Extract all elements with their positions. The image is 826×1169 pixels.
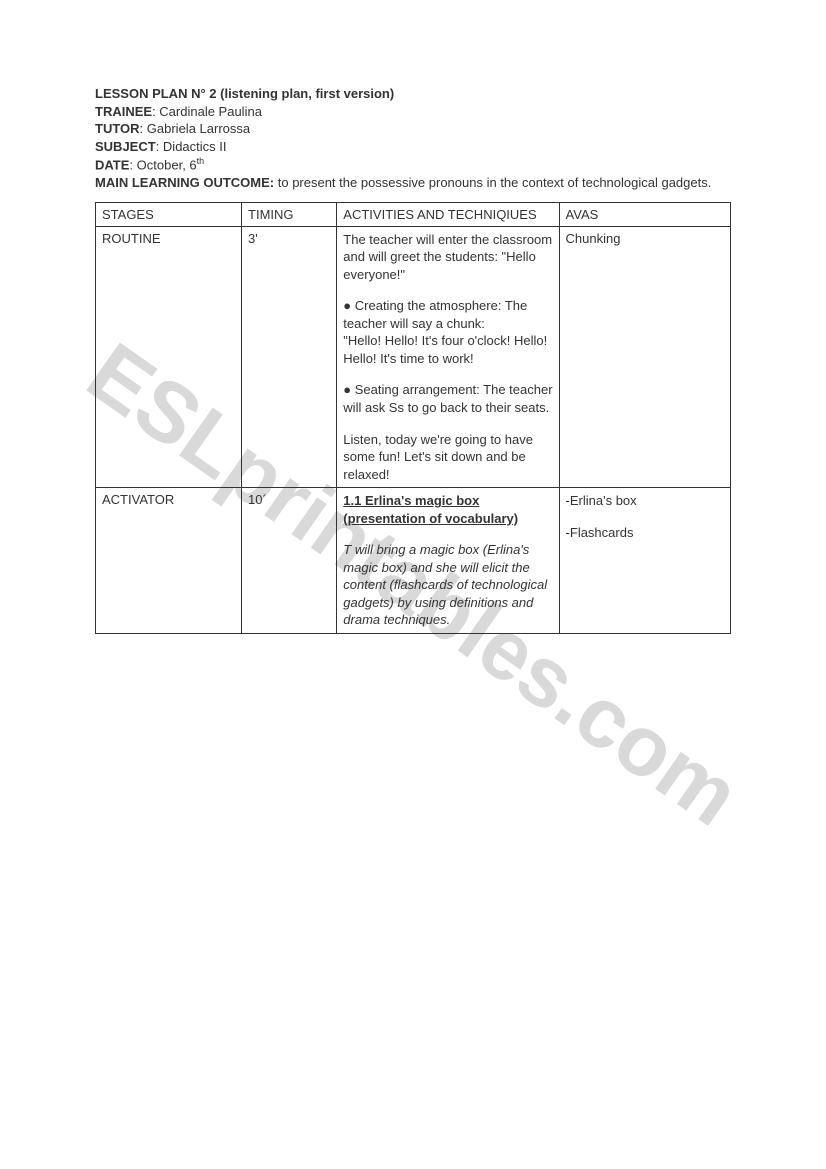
date-label: DATE (95, 158, 129, 173)
cell-activities: 1.1 Erlina's magic box (presentation of … (337, 488, 559, 634)
col-activities: ACTIVITIES AND TECHNIQIUES (337, 202, 559, 226)
activity-desc: T will bring a magic box (Erlina's magic… (343, 541, 552, 629)
trainee-label: TRAINEE (95, 104, 152, 119)
tutor-label: TUTOR (95, 121, 140, 136)
table-header-row: STAGES TIMING ACTIVITIES AND TECHNIQIUES… (96, 202, 731, 226)
avas-item: -Erlina's box (566, 492, 724, 510)
cell-activities: The teacher will enter the classroom and… (337, 226, 559, 488)
col-avas: AVAS (559, 202, 730, 226)
trainee-value: Cardinale Paulina (159, 104, 262, 119)
col-stages: STAGES (96, 202, 242, 226)
header-date: DATE: October, 6th (95, 155, 731, 174)
header-trainee: TRAINEE: Cardinale Paulina (95, 103, 731, 121)
subject-label: SUBJECT (95, 139, 156, 154)
activity-para: ● Seating arrangement: The teacher will … (343, 381, 552, 416)
activity-title: 1.1 Erlina's magic box (presentation of … (343, 492, 552, 527)
document-page: LESSON PLAN N° 2 (listening plan, first … (0, 0, 826, 674)
mlo-label: MAIN LEARNING OUTCOME: (95, 175, 274, 190)
header-mlo: MAIN LEARNING OUTCOME: to present the po… (95, 174, 731, 192)
activity-para: The teacher will enter the classroom and… (343, 231, 552, 284)
col-timing: TIMING (242, 202, 337, 226)
avas-item: -Flashcards (566, 524, 724, 542)
tutor-value: Gabriela Larrossa (147, 121, 250, 136)
header-title: LESSON PLAN N° 2 (listening plan, first … (95, 85, 731, 103)
header-subject: SUBJECT: Didactics II (95, 138, 731, 156)
table-row: ROUTINE 3' The teacher will enter the cl… (96, 226, 731, 488)
table-row: ACTIVATOR 10´ 1.1 Erlina's magic box (pr… (96, 488, 731, 634)
cell-stage: ROUTINE (96, 226, 242, 488)
cell-avas: Chunking (559, 226, 730, 488)
cell-timing: 3' (242, 226, 337, 488)
activity-para: ● Creating the atmosphere: The teacher w… (343, 297, 552, 367)
mlo-value: to present the possessive pronouns in th… (278, 175, 712, 190)
date-sup: th (197, 156, 205, 166)
title-label: LESSON PLAN N° 2 (95, 86, 217, 101)
title-paren: (listening plan, first version) (220, 86, 394, 101)
cell-stage: ACTIVATOR (96, 488, 242, 634)
cell-avas: -Erlina's box -Flashcards (559, 488, 730, 634)
subject-value: Didactics II (163, 139, 227, 154)
cell-timing: 10´ (242, 488, 337, 634)
header-tutor: TUTOR: Gabriela Larrossa (95, 120, 731, 138)
lesson-plan-table: STAGES TIMING ACTIVITIES AND TECHNIQIUES… (95, 202, 731, 634)
activity-para: Listen, today we're going to have some f… (343, 431, 552, 484)
date-value: October, 6 (137, 158, 197, 173)
